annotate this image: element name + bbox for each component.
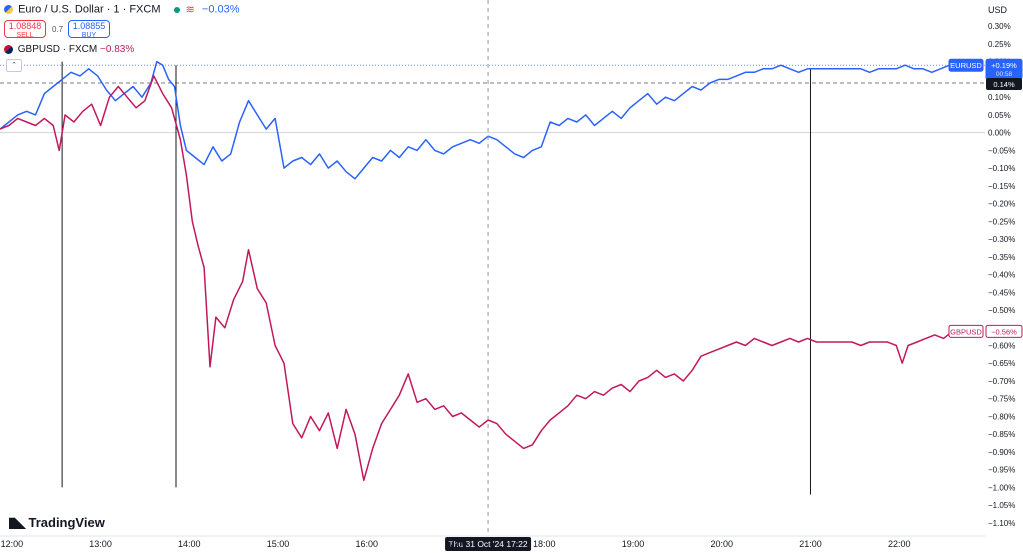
x-tick-label: 19:00 bbox=[622, 539, 645, 549]
logo-text: TradingView bbox=[28, 515, 105, 530]
y-tick-label: 0.25% bbox=[988, 40, 1011, 49]
y-tick-label: −0.65% bbox=[988, 359, 1015, 368]
series-name-tag-gbpusd bbox=[948, 324, 984, 338]
x-tick-label: 18:00 bbox=[533, 539, 556, 549]
compare-symbol-legend[interactable]: GBPUSD · FXCM −0.83% bbox=[4, 44, 134, 55]
price-axis-background bbox=[985, 0, 1023, 553]
y-tick-label: 0.00% bbox=[988, 129, 1011, 138]
main-symbol-legend[interactable]: Euro / U.S. Dollar · 1 · FXCM ≋ −0.03% bbox=[4, 3, 240, 16]
euro-flag-icon bbox=[4, 5, 13, 14]
y-tick-label: −0.75% bbox=[988, 395, 1015, 404]
y-tick-label: 0.10% bbox=[988, 93, 1011, 102]
y-tick-label: −0.25% bbox=[988, 217, 1015, 226]
x-tick-label: 21:00 bbox=[799, 539, 822, 549]
time-axis[interactable]: 12:00 13:00 14:00 15:00 16:00 17:00 18:00 19:00… bbox=[0, 535, 985, 549]
x-tick-label: 16:00 bbox=[356, 539, 379, 549]
y-tick-label: −0.30% bbox=[988, 235, 1015, 244]
crosshair: Thu 31 Oct '24 17:22 bbox=[445, 0, 532, 551]
current-value-label: 0.14% bbox=[993, 80, 1015, 89]
collapse-legend-button[interactable]: ⌃ bbox=[6, 59, 22, 72]
currency-selector[interactable]: USD bbox=[988, 5, 1008, 15]
buy-label: BUY bbox=[81, 32, 97, 39]
y-tick-label: −0.80% bbox=[988, 412, 1015, 421]
x-tick-label: 17:00 bbox=[444, 539, 467, 549]
y-tick-label: −0.45% bbox=[988, 288, 1015, 297]
y-tick-label: −0.70% bbox=[988, 377, 1015, 386]
x-tick-label: 13:00 bbox=[89, 539, 112, 549]
market-open-dot-icon bbox=[173, 6, 180, 13]
x-tick-label: 20:00 bbox=[710, 539, 733, 549]
x-tick-label: 14:00 bbox=[178, 539, 201, 549]
series-countdown-eurusd: 00:58 bbox=[996, 71, 1013, 78]
tradingview-mark-icon: ▮◣ bbox=[8, 514, 26, 530]
price-axis[interactable]: 0.30%0.25%0.20%0.15%0.10%0.05%0.00%−0.05… bbox=[985, 0, 1023, 553]
y-tick-label: −0.85% bbox=[988, 430, 1015, 439]
series-line-gbpusd bbox=[0, 75, 959, 482]
y-tick-label: 0.30% bbox=[988, 22, 1011, 31]
wave-icon: ≋ bbox=[185, 4, 195, 16]
series-labels: EURUSD +0.19%00:58 GBPUSD −0.56% 0.14% bbox=[948, 58, 1023, 338]
x-tick-label: 12:00 bbox=[1, 539, 24, 549]
y-tick-label: −0.95% bbox=[988, 466, 1015, 475]
series-value-badge-gbpusd bbox=[985, 324, 1023, 338]
crosshair-time-label: Thu 31 Oct '24 17:22 bbox=[449, 539, 528, 549]
y-tick-label: 0.05% bbox=[988, 111, 1011, 120]
x-tick-label: 22:00 bbox=[888, 539, 911, 549]
x-tick-label: 15:00 bbox=[267, 539, 290, 549]
series-lines bbox=[0, 60, 959, 482]
series-name-gbpusd: GBPUSD bbox=[950, 327, 982, 336]
series-name-tag-eurusd bbox=[948, 58, 984, 72]
main-symbol-title: Euro / U.S. Dollar · 1 · FXCM bbox=[18, 3, 161, 16]
spread-value: 0.7 bbox=[52, 25, 64, 34]
series-value-eurusd: +0.19% bbox=[991, 61, 1017, 70]
buy-price: 1.08855 bbox=[72, 21, 106, 31]
y-tick-label: −0.05% bbox=[988, 146, 1015, 155]
y-tick-label: −1.00% bbox=[988, 483, 1015, 492]
y-tick-label: −0.90% bbox=[988, 448, 1015, 457]
y-tick-label: −0.20% bbox=[988, 200, 1015, 209]
current-value-badge bbox=[986, 77, 1022, 90]
y-tick-label: −0.40% bbox=[988, 271, 1015, 280]
series-value-gbpusd: −0.56% bbox=[991, 327, 1017, 336]
y-tick-label: −0.10% bbox=[988, 164, 1015, 173]
compare-change: −0.83% bbox=[100, 44, 135, 55]
y-tick-label: −0.50% bbox=[988, 306, 1015, 315]
y-tick-label: −1.05% bbox=[988, 501, 1015, 510]
uk-flag-icon bbox=[4, 45, 13, 54]
compare-symbol-title: GBPUSD · FXCM bbox=[17, 44, 98, 55]
y-tick-label: −1.10% bbox=[988, 519, 1015, 528]
sell-label: SELL bbox=[16, 32, 34, 39]
crosshair-time-badge bbox=[445, 537, 532, 551]
main-change: −0.03% bbox=[201, 3, 240, 16]
sell-button[interactable]: 1.08848 SELL bbox=[4, 20, 46, 39]
buy-button[interactable]: 1.08855 BUY bbox=[68, 20, 110, 39]
y-tick-label: −0.60% bbox=[988, 342, 1015, 351]
series-name-eurusd: EURUSD bbox=[950, 61, 982, 70]
tradingview-logo[interactable]: ▮◣ TradingView bbox=[8, 514, 105, 531]
series-line-eurusd bbox=[0, 60, 959, 180]
reference-lines bbox=[0, 64, 985, 134]
y-tick-label: −0.15% bbox=[988, 182, 1015, 191]
sell-price: 1.08848 bbox=[8, 21, 42, 31]
y-tick-label: −0.35% bbox=[988, 253, 1015, 262]
vertical-markers bbox=[61, 61, 811, 495]
